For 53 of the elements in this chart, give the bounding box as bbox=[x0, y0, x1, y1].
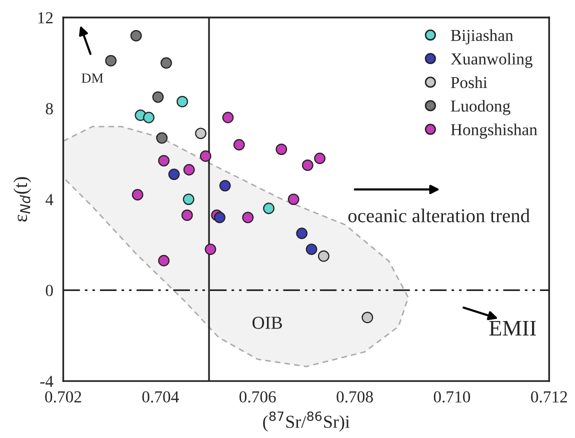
point bbox=[176, 96, 188, 108]
x-axis-title: ($^{87}$Sr/$^{86}$Sr)i bbox=[263, 411, 350, 432]
x-tick-label: 0.706 bbox=[239, 391, 276, 403]
annotation: DM bbox=[82, 74, 104, 83]
y-tick-label: 8 bbox=[46, 103, 53, 114]
point bbox=[214, 212, 226, 224]
legend-label: Bijiashan bbox=[450, 29, 514, 44]
point bbox=[233, 139, 245, 150]
legend-label: Xuanwoling bbox=[450, 52, 532, 68]
legend-label: Poshi bbox=[450, 76, 488, 88]
point bbox=[158, 154, 170, 166]
point bbox=[318, 250, 330, 262]
point bbox=[276, 144, 288, 156]
point bbox=[263, 202, 274, 214]
x-tick-label: 0.712 bbox=[531, 391, 567, 403]
point bbox=[182, 194, 194, 205]
point bbox=[302, 160, 314, 171]
x-tick-label: 0.710 bbox=[434, 391, 470, 403]
point bbox=[296, 228, 308, 240]
point bbox=[158, 254, 170, 266]
point bbox=[160, 57, 172, 69]
point bbox=[132, 189, 144, 200]
legend-label: Hongshishan bbox=[450, 124, 538, 139]
point bbox=[314, 152, 326, 164]
point bbox=[204, 244, 216, 255]
x-tick-label: 0.704 bbox=[142, 391, 179, 403]
y-axis-title: ε$_{Nd}$(t) bbox=[13, 177, 32, 222]
point bbox=[181, 209, 193, 221]
y-tick-label: 0 bbox=[46, 284, 53, 296]
point bbox=[130, 30, 142, 42]
annotation: oceanic alteration trend bbox=[348, 208, 530, 222]
point bbox=[152, 91, 164, 103]
y-tick-label: 4 bbox=[46, 194, 54, 206]
point bbox=[242, 212, 254, 224]
legend-label: Luodong bbox=[450, 100, 510, 116]
point bbox=[195, 128, 206, 140]
point bbox=[222, 112, 234, 124]
point bbox=[105, 54, 117, 66]
point bbox=[168, 168, 180, 180]
point bbox=[143, 112, 154, 124]
point bbox=[288, 194, 300, 205]
point bbox=[219, 180, 231, 192]
x-tick-label: 0.702 bbox=[45, 391, 82, 403]
y-tick-label: -4 bbox=[40, 376, 54, 387]
y-tick-label: 12 bbox=[38, 12, 53, 24]
point bbox=[362, 312, 374, 324]
annotation: OIB bbox=[252, 316, 282, 329]
point bbox=[156, 132, 168, 144]
point bbox=[306, 244, 318, 255]
x-tick-label: 0.708 bbox=[336, 391, 373, 403]
point bbox=[200, 150, 212, 162]
annotation: EMII bbox=[489, 320, 536, 336]
point bbox=[183, 164, 195, 176]
